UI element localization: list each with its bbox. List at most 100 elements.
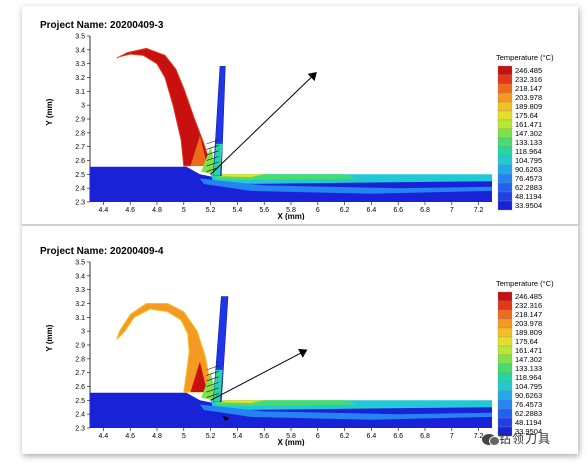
- x-tick-label: 6.8: [420, 433, 430, 440]
- x-tick-label: 5.2: [206, 433, 216, 440]
- y-tick-label: 2.3: [75, 200, 85, 207]
- x-tick-label: 4.8: [152, 207, 162, 214]
- x-tick-label: 6: [316, 207, 320, 214]
- x-tick-label: 5.6: [259, 433, 269, 440]
- x-tick-label: 4.4: [99, 207, 109, 214]
- y-tick-label: 2.4: [75, 186, 85, 193]
- legend-value: 189.809: [515, 102, 542, 111]
- tool-contact-zone: [201, 372, 216, 401]
- x-tick-label: 5.8: [286, 207, 296, 214]
- legend-swatch: [497, 200, 513, 211]
- legend-swatch: [497, 119, 513, 130]
- watermark: 钻领刀具: [482, 430, 551, 447]
- legend-swatch: [497, 336, 513, 347]
- x-tick-label: 6.6: [393, 433, 403, 440]
- y-tick-label: 3.2: [75, 75, 85, 82]
- x-tick-label: 4.6: [125, 433, 135, 440]
- legend-swatch: [497, 146, 513, 157]
- mesh-line: [206, 365, 219, 371]
- subsurface-band: [199, 404, 492, 420]
- legend-value: 203.978: [515, 319, 542, 328]
- y-tick-label: 3.4: [75, 47, 85, 54]
- legend-value: 62.2883: [515, 183, 542, 192]
- legend-swatch: [497, 191, 513, 202]
- legend-value: 48.1194: [515, 192, 542, 201]
- legend-value: 90.6263: [515, 391, 542, 400]
- legend-value: 76.4573: [515, 400, 542, 409]
- legend-swatch: [497, 426, 513, 437]
- chip-region: [116, 303, 212, 393]
- legend-value: 118.964: [515, 373, 542, 382]
- x-tick-label: 4.4: [99, 433, 109, 440]
- mesh-line: [206, 139, 219, 145]
- x-tick-label: 5.8: [286, 433, 296, 440]
- force-arrow-line: [210, 352, 301, 401]
- legend-value: 232.316: [515, 301, 542, 310]
- y-tick-label: 2.6: [75, 384, 85, 391]
- legend-swatch: [497, 390, 513, 401]
- legend-swatch: [497, 291, 513, 302]
- y-tick-label: 3.3: [75, 61, 85, 68]
- y-tick-label: 2.3: [75, 426, 85, 433]
- legend-value: 175.64: [515, 337, 538, 346]
- subsurface-band: [199, 178, 492, 194]
- mesh-line: [206, 376, 219, 382]
- y-tick-label: 3.5: [75, 260, 85, 267]
- legend-swatch: [497, 101, 513, 112]
- simulation-panel-1: Project Name: 20200409-3 2.3 2.4 2.5 2.6 2.7…: [22, 6, 578, 220]
- chip-region: [116, 47, 212, 167]
- x-tick-label: 6.6: [393, 207, 403, 214]
- y-tick-label: 2.6: [75, 158, 85, 165]
- temperature-contour-chart-1: 2.3 2.4 2.5 2.6 2.7 2.8 2.9 3 3.1 3.2 3.3 3.4 3.5 4.4…: [45, 34, 554, 221]
- legend-value: 90.6263: [515, 165, 542, 174]
- y-axis-label: Y (mm): [45, 98, 54, 125]
- y-tick-label: 3: [81, 103, 85, 110]
- y-tick-label: 3.3: [75, 287, 85, 294]
- y-tick-label: 3.1: [75, 315, 85, 322]
- x-tick-label: 5.4: [233, 433, 243, 440]
- y-tick-label: 2.8: [75, 356, 85, 363]
- workpiece-region: [90, 166, 492, 202]
- legend-value: 175.64: [515, 111, 538, 120]
- y-tick-label: 3.4: [75, 273, 85, 280]
- x-tick-label: 5.2: [206, 207, 216, 214]
- legend-value: 147.302: [515, 129, 542, 138]
- legend-value: 246.485: [515, 66, 542, 75]
- x-tick-label: 4.8: [152, 433, 162, 440]
- x-axis-label: X (mm): [277, 212, 304, 220]
- mesh-line: [206, 393, 219, 398]
- y-tick-label: 2.7: [75, 370, 85, 377]
- legend-swatch: [497, 164, 513, 175]
- temperature-contour-chart-2: 2.3 2.4 2.5 2.6 2.7 2.8 2.9 3 3.1 3.2 3.3 3.4 3.5 4.4…: [45, 260, 554, 447]
- legend-swatch: [497, 417, 513, 428]
- legend-value: 161.471: [515, 120, 542, 129]
- legend-value: 161.471: [515, 346, 542, 355]
- legend-value: 218.147: [515, 84, 542, 93]
- x-tick-label: 7: [450, 207, 454, 214]
- y-tick-label: 2.8: [75, 130, 85, 137]
- y-tick-label: 2.9: [75, 117, 85, 124]
- x-tick-label: 7: [450, 433, 454, 440]
- x-axis-label: X (mm): [277, 438, 304, 446]
- legend-swatch: [497, 182, 513, 193]
- legend-value: 48.1194: [515, 418, 542, 427]
- mesh-line: [206, 161, 219, 167]
- legend-swatch: [497, 399, 513, 410]
- y-tick-label: 3.5: [75, 34, 85, 41]
- x-tick-label: 6.2: [340, 207, 350, 214]
- legend-swatch: [497, 354, 513, 365]
- legend-swatch: [497, 309, 513, 320]
- y-tick-label: 2.5: [75, 398, 85, 405]
- wechat-icon: [482, 434, 500, 447]
- y-tick-label: 3: [81, 329, 85, 336]
- legend-value: 33.9504: [515, 201, 542, 210]
- x-tick-label: 7.2: [474, 207, 484, 214]
- shear-zone: [190, 135, 208, 166]
- legend-value: 76.4573: [515, 174, 542, 183]
- legend-value: 118.964: [515, 147, 542, 156]
- force-arrow-head: [298, 348, 308, 358]
- legend-swatch: [497, 137, 513, 148]
- mesh-line: [206, 150, 219, 156]
- legend-swatch: [497, 128, 513, 139]
- legend-swatch: [497, 327, 513, 338]
